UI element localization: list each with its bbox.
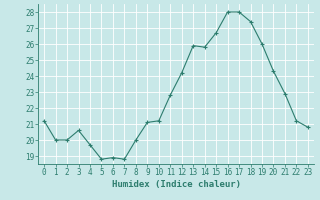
X-axis label: Humidex (Indice chaleur): Humidex (Indice chaleur) — [111, 180, 241, 189]
